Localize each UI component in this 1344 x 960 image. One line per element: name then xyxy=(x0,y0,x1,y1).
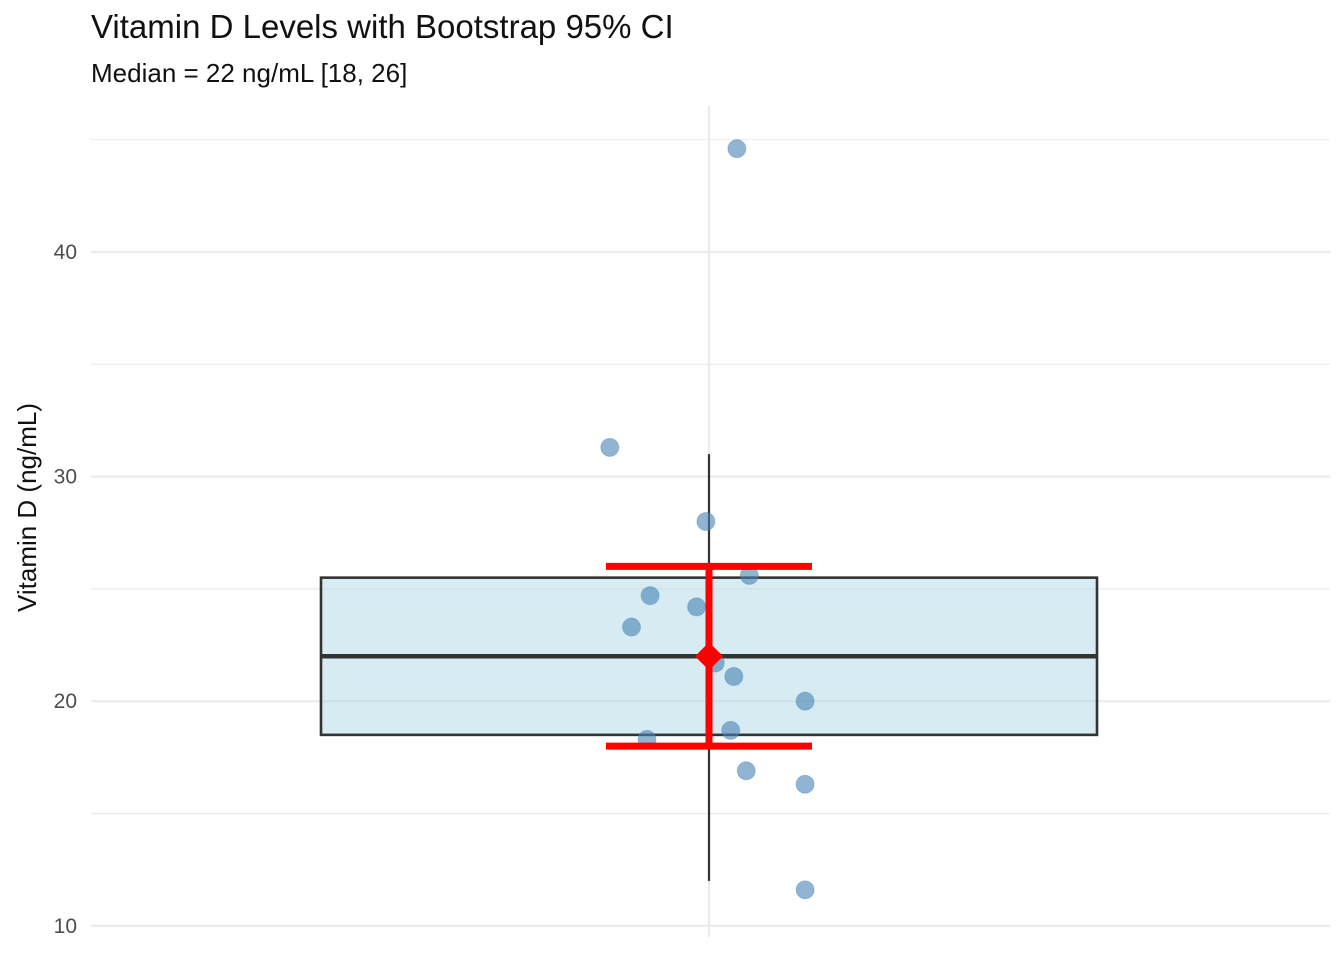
y-tick-label: 10 xyxy=(54,915,77,938)
data-point xyxy=(795,774,815,794)
data-point xyxy=(696,512,716,531)
data-point xyxy=(795,691,815,711)
y-tick-labels: 10 20 30 40 xyxy=(54,241,77,938)
y-tick-label: 40 xyxy=(54,241,77,264)
jitter-points xyxy=(600,139,815,900)
data-point xyxy=(622,617,641,637)
data-point xyxy=(640,586,660,606)
data-point xyxy=(727,139,747,159)
data-point xyxy=(687,597,707,617)
data-point xyxy=(795,880,815,900)
data-point xyxy=(736,761,756,781)
y-tick-label: 30 xyxy=(54,466,77,489)
data-point xyxy=(600,437,620,457)
y-axis-label: Vitamin D (ng/mL) xyxy=(12,403,42,612)
data-point xyxy=(721,720,741,740)
bootstrap-ci xyxy=(606,562,812,750)
ci-median-diamond xyxy=(695,642,723,671)
chart-title: Vitamin D Levels with Bootstrap 95% CI xyxy=(91,8,674,45)
chart-subtitle: Median = 22 ng/mL [18, 26] xyxy=(91,58,408,88)
data-point xyxy=(724,666,744,686)
y-tick-label: 20 xyxy=(54,690,77,713)
